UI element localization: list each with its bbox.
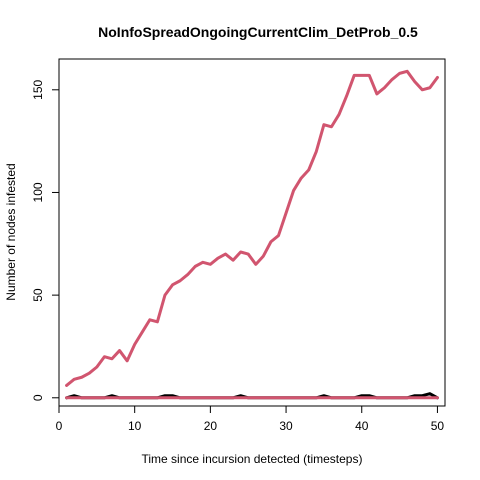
x-tick-label: 20 — [204, 419, 218, 433]
x-axis-label: Time since incursion detected (timesteps… — [142, 452, 363, 466]
series-line-1 — [65, 69, 439, 387]
x-tick-label: 30 — [279, 419, 293, 433]
series-layer — [65, 69, 439, 400]
x-tick-label: 10 — [128, 419, 142, 433]
x-tick-label: 0 — [56, 419, 63, 433]
x-axis: 0 10 20 30 40 50 — [56, 405, 445, 433]
y-axis-label: Number of nodes infested — [4, 163, 18, 300]
y-tick-label: 100 — [31, 182, 45, 202]
x-tick-label: 50 — [431, 419, 445, 433]
chart-title: NoInfoSpreadOngoingCurrentClim_DetProb_0… — [98, 24, 418, 40]
y-tick-label: 50 — [31, 288, 45, 302]
y-axis: 0 50 100 150 — [31, 79, 60, 401]
y-tick-label: 150 — [31, 79, 45, 99]
y-tick-label: 0 — [31, 394, 45, 401]
x-tick-label: 40 — [355, 419, 369, 433]
